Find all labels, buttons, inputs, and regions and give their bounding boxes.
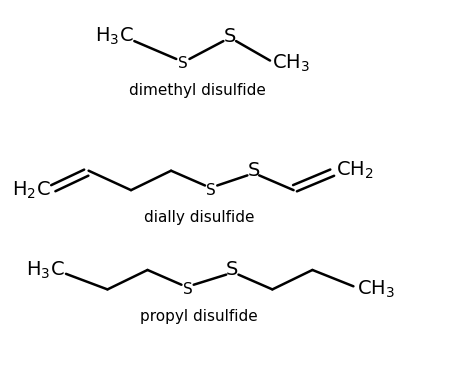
Text: S: S (247, 161, 260, 180)
Text: S: S (224, 27, 236, 46)
Text: H$_2$C: H$_2$C (12, 180, 51, 201)
Text: dially disulfide: dially disulfide (144, 210, 255, 225)
Text: CH$_3$: CH$_3$ (357, 279, 395, 300)
Text: CH$_2$: CH$_2$ (336, 160, 374, 181)
Text: dimethyl disulfide: dimethyl disulfide (128, 83, 265, 98)
Text: H$_3$C: H$_3$C (27, 259, 65, 281)
Text: propyl disulfide: propyl disulfide (140, 309, 258, 324)
Text: S: S (226, 260, 238, 279)
Text: S: S (182, 282, 192, 297)
Text: S: S (206, 183, 216, 198)
Text: H$_3$C: H$_3$C (95, 26, 133, 47)
Text: CH$_3$: CH$_3$ (273, 53, 310, 74)
Text: S: S (178, 56, 188, 71)
